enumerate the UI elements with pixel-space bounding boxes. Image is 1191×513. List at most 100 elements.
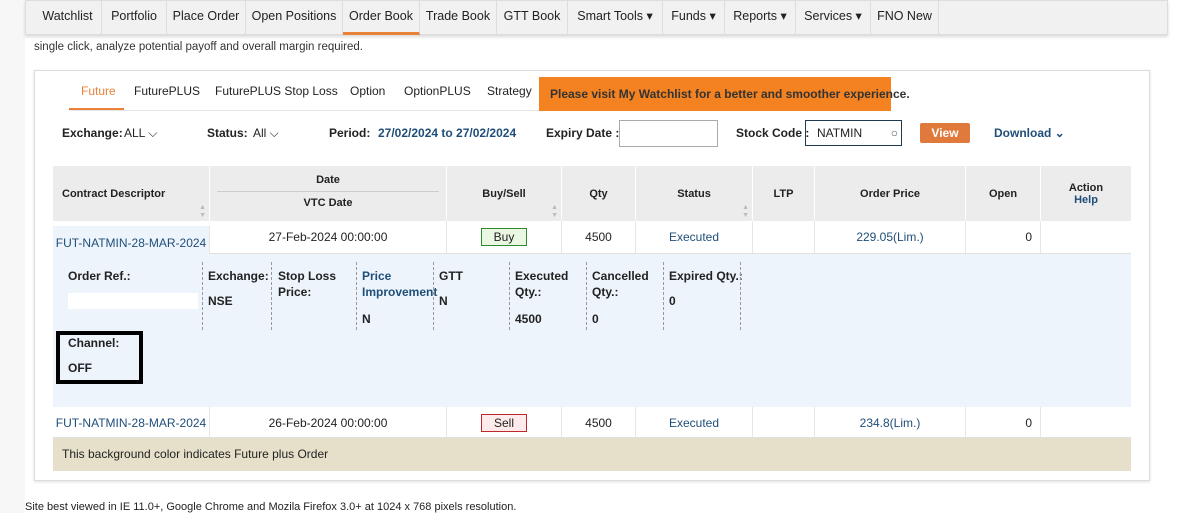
- col-ltp: LTP: [753, 166, 815, 221]
- contract-link[interactable]: FUT-NATMIN-28-MAR-2024: [53, 407, 210, 438]
- col-open: Open: [966, 166, 1041, 221]
- watchlist-banner: Please visit My Watchlist for a better a…: [539, 77, 910, 111]
- cancelled-qty-label: Cancelled Qty.:: [592, 269, 649, 299]
- detail-divider: [740, 262, 741, 330]
- price-improvement-value: N: [362, 312, 371, 326]
- status: Executed: [636, 407, 753, 438]
- exchange-label: Exchange:: [62, 126, 123, 140]
- stop-loss-label: Stop Loss Price:: [278, 269, 337, 299]
- exchange-detail-value: NSE: [208, 294, 233, 308]
- side-cell: Buy: [447, 221, 562, 253]
- status-header: Status: [677, 187, 711, 200]
- date-header: Date: [316, 174, 340, 186]
- nav-gtt-book[interactable]: GTT Book: [497, 1, 568, 35]
- gtt-label: GTT: [439, 269, 463, 283]
- col-contract[interactable]: Contract Descriptor ▲ ▼: [53, 166, 210, 221]
- action-header: Action: [1068, 181, 1104, 194]
- intro-text: single click, analyze potential payoff a…: [34, 41, 364, 53]
- table-row[interactable]: [53, 407, 1131, 438]
- channel-highlight-box: [56, 331, 143, 384]
- qty: 4500: [562, 221, 636, 253]
- table-header: [53, 166, 1131, 221]
- tab-future[interactable]: Future: [81, 84, 116, 98]
- detail-divider: [356, 262, 357, 330]
- detail-divider: [509, 262, 510, 330]
- expired-qty-value: 0: [669, 294, 676, 308]
- contract-link[interactable]: FUT-NATMIN-28-MAR-2024: [53, 226, 210, 256]
- status: Executed: [636, 221, 753, 253]
- top-nav: Watchlist Portfolio Place Order Open Pos…: [25, 0, 1168, 35]
- sell-badge: Sell: [480, 413, 527, 432]
- detail-divider: [271, 262, 272, 330]
- nav-trade-book[interactable]: Trade Book: [420, 1, 497, 35]
- nav-watchlist[interactable]: Watchlist: [34, 1, 102, 35]
- cancelled-qty-value: 0: [592, 312, 599, 326]
- table-row[interactable]: [53, 221, 1131, 254]
- period-value[interactable]: 27/02/2024 to 27/02/2024: [378, 126, 517, 140]
- tab-option[interactable]: Option: [350, 84, 386, 98]
- active-tab-indicator: [69, 108, 124, 110]
- nav-reports[interactable]: Reports ▾: [725, 1, 796, 35]
- vtc-date-header: VTC Date: [303, 197, 353, 209]
- order-date: 26-Feb-2024 00:00:00: [210, 407, 447, 438]
- left-gutter: [0, 0, 25, 513]
- futureplus-legend-note: This background color indicates Future p…: [53, 438, 1131, 471]
- col-status[interactable]: Status ▲ ▼: [636, 166, 753, 221]
- channel-label: Channel:: [68, 336, 120, 350]
- nav-portfolio[interactable]: Portfolio: [102, 1, 167, 35]
- order-detail-panel: [53, 254, 1131, 407]
- order-ref-redacted: [68, 293, 198, 309]
- stock-code-input[interactable]: NATMIN ○: [805, 120, 902, 146]
- buy-badge: Buy: [480, 228, 528, 246]
- col-action: Action Help: [1041, 166, 1131, 221]
- tab-futureplus-stop-loss[interactable]: FuturePLUS Stop Loss: [215, 84, 338, 98]
- ltp: [753, 221, 815, 253]
- download-button[interactable]: Download ⌄: [994, 126, 1065, 140]
- order-ref-label: Order Ref.:: [68, 269, 131, 283]
- nav-fno-new[interactable]: FNO New: [871, 1, 939, 35]
- channel-value: OFF: [68, 361, 92, 375]
- ltp: [753, 407, 815, 438]
- col-buysell[interactable]: Buy/Sell ▲ ▼: [447, 166, 562, 221]
- exchange-select[interactable]: ALL ⌵: [124, 126, 158, 140]
- period-label: Period:: [329, 126, 371, 140]
- qty: 4500: [562, 407, 636, 438]
- stock-code-label: Stock Code :: [736, 126, 810, 140]
- price-improvement-label: Price Improvement: [362, 269, 438, 299]
- sort-icon[interactable]: ▲ ▼: [742, 204, 749, 219]
- view-button[interactable]: View: [920, 123, 970, 143]
- expiry-date-input[interactable]: [619, 120, 718, 147]
- exchange-detail-label: Exchange:: [208, 269, 269, 283]
- nav-place-order[interactable]: Place Order: [167, 1, 246, 35]
- nav-funds[interactable]: Funds ▾: [663, 1, 725, 35]
- detail-divider: [663, 262, 664, 330]
- tab-optionplus[interactable]: OptionPLUS: [404, 84, 471, 98]
- detail-divider: [586, 262, 587, 330]
- order-price: 234.8(Lim.): [815, 407, 966, 438]
- help-link[interactable]: Help: [1074, 193, 1098, 206]
- col-date[interactable]: Date VTC Date: [210, 166, 447, 221]
- nav-order-book[interactable]: Order Book: [343, 1, 420, 35]
- nav-smart-tools[interactable]: Smart Tools ▾: [568, 1, 663, 35]
- tab-divider: [69, 110, 539, 111]
- status-label: Status:: [207, 126, 248, 140]
- executed-qty-label: Executed Qty.:: [515, 269, 569, 299]
- nav-open-positions[interactable]: Open Positions: [246, 1, 343, 35]
- expired-qty-label: Expired Qty.:: [669, 269, 743, 283]
- nav-services[interactable]: Services ▾: [796, 1, 871, 35]
- header-divider: [217, 191, 439, 192]
- detail-divider: [433, 262, 434, 330]
- col-qty[interactable]: Qty: [562, 166, 636, 221]
- status-select[interactable]: All ⌵: [253, 126, 279, 140]
- order-price: 229.05(Lim.): [815, 221, 966, 253]
- search-icon[interactable]: ○: [890, 126, 898, 140]
- sort-icon[interactable]: ▲ ▼: [199, 204, 206, 219]
- sort-icon[interactable]: ▲ ▼: [551, 204, 558, 219]
- expiry-date-label: Expiry Date :: [546, 126, 620, 140]
- open-qty: 0: [966, 407, 1041, 438]
- footer-text: Site best viewed in IE 11.0+, Google Chr…: [25, 501, 517, 513]
- col-order-price: Order Price: [815, 166, 966, 221]
- tab-strategy[interactable]: Strategy: [487, 84, 532, 98]
- tab-futureplus[interactable]: FuturePLUS: [134, 84, 201, 98]
- executed-qty-value: 4500: [515, 312, 542, 326]
